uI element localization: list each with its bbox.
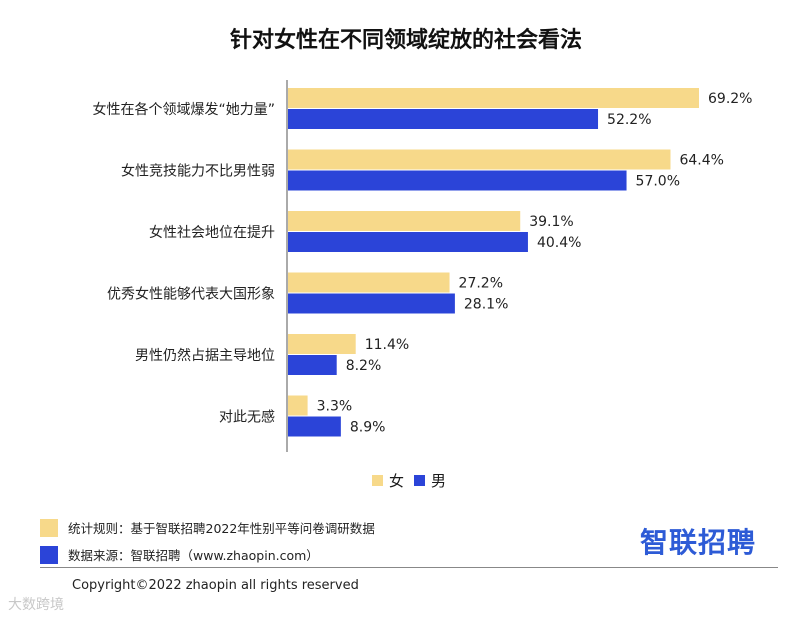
bar-male: [288, 416, 341, 437]
bar-female: [288, 149, 671, 170]
brand-logo: 智联招聘: [640, 526, 757, 559]
value-label-female: 27.2%: [459, 276, 503, 292]
note-source-text: 数据来源：智联招聘（www.zhaopin.com）: [68, 548, 319, 563]
bar-chart: 女性在各个领域爆发“她力量” 69.2% 52.2% 女性竞技能力不比男性弱 64.4%…: [92, 80, 752, 452]
bar-male: [288, 293, 455, 314]
value-label-female: 3.3%: [317, 399, 353, 415]
bar-female: [288, 88, 699, 108]
value-label-male: 52.2%: [607, 112, 651, 128]
category-label: 女性在各个领域爆发“她力量”: [92, 101, 275, 118]
note-swatch-female: [40, 518, 58, 537]
legend-label-female: 女: [389, 472, 405, 490]
bar-male: [288, 109, 599, 129]
value-label-male: 8.2%: [346, 358, 382, 374]
bar-female: [288, 395, 308, 416]
note-rule-text: 统计规则：基于智联招聘2022年性别平等问卷调研数据: [68, 521, 375, 536]
value-label-female: 39.1%: [529, 214, 573, 230]
category-label: 女性社会地位在提升: [149, 224, 275, 241]
legend-item-male: 男: [414, 470, 446, 491]
value-label-female: 11.4%: [365, 337, 409, 353]
category-label: 男性仍然占据主导地位: [135, 347, 275, 364]
category-label: 对此无感: [219, 409, 275, 426]
chart-title: 针对女性在不同领域绽放的社会看法: [229, 28, 582, 53]
note-source: 数据来源：智联招聘（www.zhaopin.com）: [40, 545, 319, 564]
bar-female: [288, 211, 521, 231]
watermark: 大数跨境: [8, 597, 64, 613]
legend-swatch-male: [414, 475, 426, 486]
note-rule: 统计规则：基于智联招聘2022年性别平等问卷调研数据: [40, 518, 375, 537]
copyright: Copyright©2022 zhaopin all rights reserv…: [72, 578, 359, 593]
footer-divider: [40, 567, 778, 568]
note-swatch-male: [40, 545, 58, 564]
value-label-male: 57.0%: [636, 174, 680, 190]
bars-group: 女性在各个领域爆发“她力量” 69.2% 52.2% 女性竞技能力不比男性弱 64.4%…: [92, 88, 752, 437]
bar-female: [288, 272, 450, 293]
legend-swatch-female: [372, 475, 383, 486]
value-label-male: 28.1%: [464, 297, 508, 313]
bar-male: [288, 355, 337, 375]
legend-item-female: 女: [372, 470, 404, 491]
bar-male: [288, 170, 627, 191]
value-label-female: 69.2%: [708, 91, 752, 107]
category-label: 优秀女性能够代表大国形象: [107, 286, 275, 303]
value-label-male: 40.4%: [537, 235, 581, 251]
value-label-female: 64.4%: [679, 153, 723, 169]
category-label: 女性竞技能力不比男性弱: [121, 163, 275, 180]
bar-female: [288, 334, 356, 354]
bar-male: [288, 232, 528, 252]
value-label-male: 8.9%: [350, 420, 386, 436]
legend-label-male: 男: [431, 472, 447, 490]
legend: 女 男: [372, 470, 456, 491]
